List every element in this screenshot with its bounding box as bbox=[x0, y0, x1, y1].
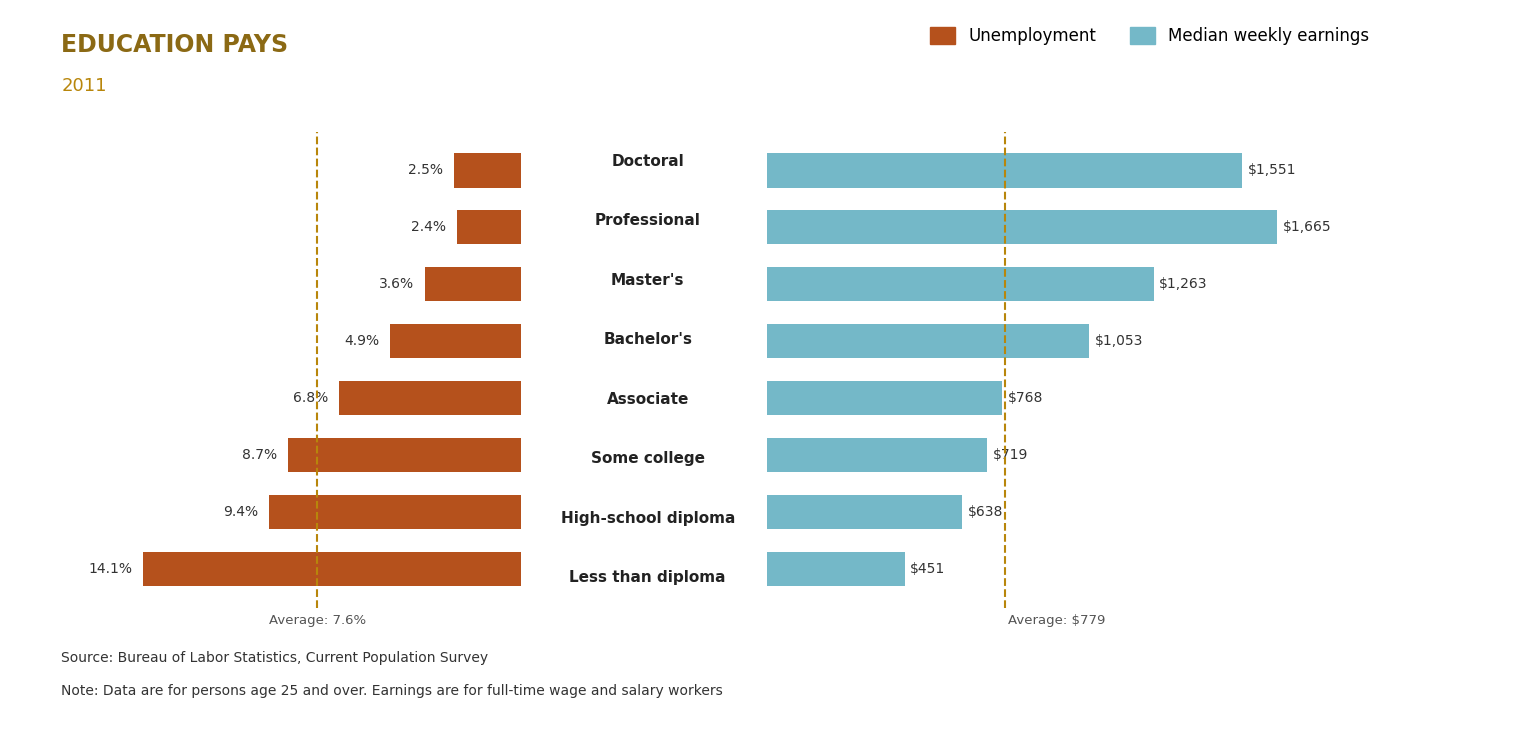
Bar bbox=[766, 495, 963, 529]
Bar bbox=[457, 210, 521, 244]
Text: High-school diploma: High-school diploma bbox=[561, 511, 734, 526]
Text: 8.7%: 8.7% bbox=[242, 448, 277, 462]
Bar bbox=[389, 324, 521, 358]
Text: Master's: Master's bbox=[612, 273, 684, 288]
Bar bbox=[339, 381, 521, 415]
Text: Source: Bureau of Labor Statistics, Current Population Survey: Source: Bureau of Labor Statistics, Curr… bbox=[61, 651, 489, 665]
Bar bbox=[766, 552, 904, 586]
Text: 14.1%: 14.1% bbox=[89, 562, 132, 576]
Bar bbox=[766, 324, 1090, 358]
Text: Doctoral: Doctoral bbox=[612, 154, 684, 169]
Text: $1,053: $1,053 bbox=[1095, 335, 1144, 348]
Text: 3.6%: 3.6% bbox=[379, 277, 414, 291]
Text: $1,551: $1,551 bbox=[1248, 163, 1295, 177]
Bar bbox=[454, 154, 521, 187]
Text: Associate: Associate bbox=[607, 392, 688, 407]
Text: Average: $779: Average: $779 bbox=[1009, 614, 1105, 627]
Text: 2.4%: 2.4% bbox=[411, 220, 446, 234]
Text: 6.8%: 6.8% bbox=[293, 391, 328, 405]
Bar bbox=[143, 552, 521, 586]
Text: Note: Data are for persons age 25 and over. Earnings are for full-time wage and : Note: Data are for persons age 25 and ov… bbox=[61, 684, 724, 698]
Bar bbox=[766, 154, 1242, 187]
Text: 9.4%: 9.4% bbox=[224, 505, 258, 519]
Bar bbox=[425, 267, 521, 302]
Bar bbox=[288, 438, 521, 472]
Text: Some college: Some college bbox=[590, 452, 705, 466]
Bar bbox=[766, 210, 1277, 244]
Text: $1,665: $1,665 bbox=[1283, 220, 1331, 234]
Text: $451: $451 bbox=[911, 562, 946, 576]
Text: $768: $768 bbox=[1007, 391, 1042, 405]
Text: Bachelor's: Bachelor's bbox=[602, 332, 693, 348]
Bar bbox=[766, 267, 1154, 302]
Text: $719: $719 bbox=[992, 448, 1027, 462]
Text: Professional: Professional bbox=[595, 214, 701, 228]
Text: 4.9%: 4.9% bbox=[343, 335, 379, 348]
Text: 2.5%: 2.5% bbox=[408, 163, 443, 177]
Bar bbox=[270, 495, 521, 529]
Bar bbox=[766, 438, 987, 472]
Text: $638: $638 bbox=[967, 505, 1003, 519]
Bar bbox=[766, 381, 1003, 415]
Text: 2011: 2011 bbox=[61, 77, 107, 95]
Text: Average: 7.6%: Average: 7.6% bbox=[268, 614, 366, 627]
Text: $1,263: $1,263 bbox=[1159, 277, 1208, 291]
Text: EDUCATION PAYS: EDUCATION PAYS bbox=[61, 33, 288, 57]
Text: Less than diploma: Less than diploma bbox=[569, 570, 727, 586]
Legend: Unemployment, Median weekly earnings: Unemployment, Median weekly earnings bbox=[931, 26, 1369, 45]
